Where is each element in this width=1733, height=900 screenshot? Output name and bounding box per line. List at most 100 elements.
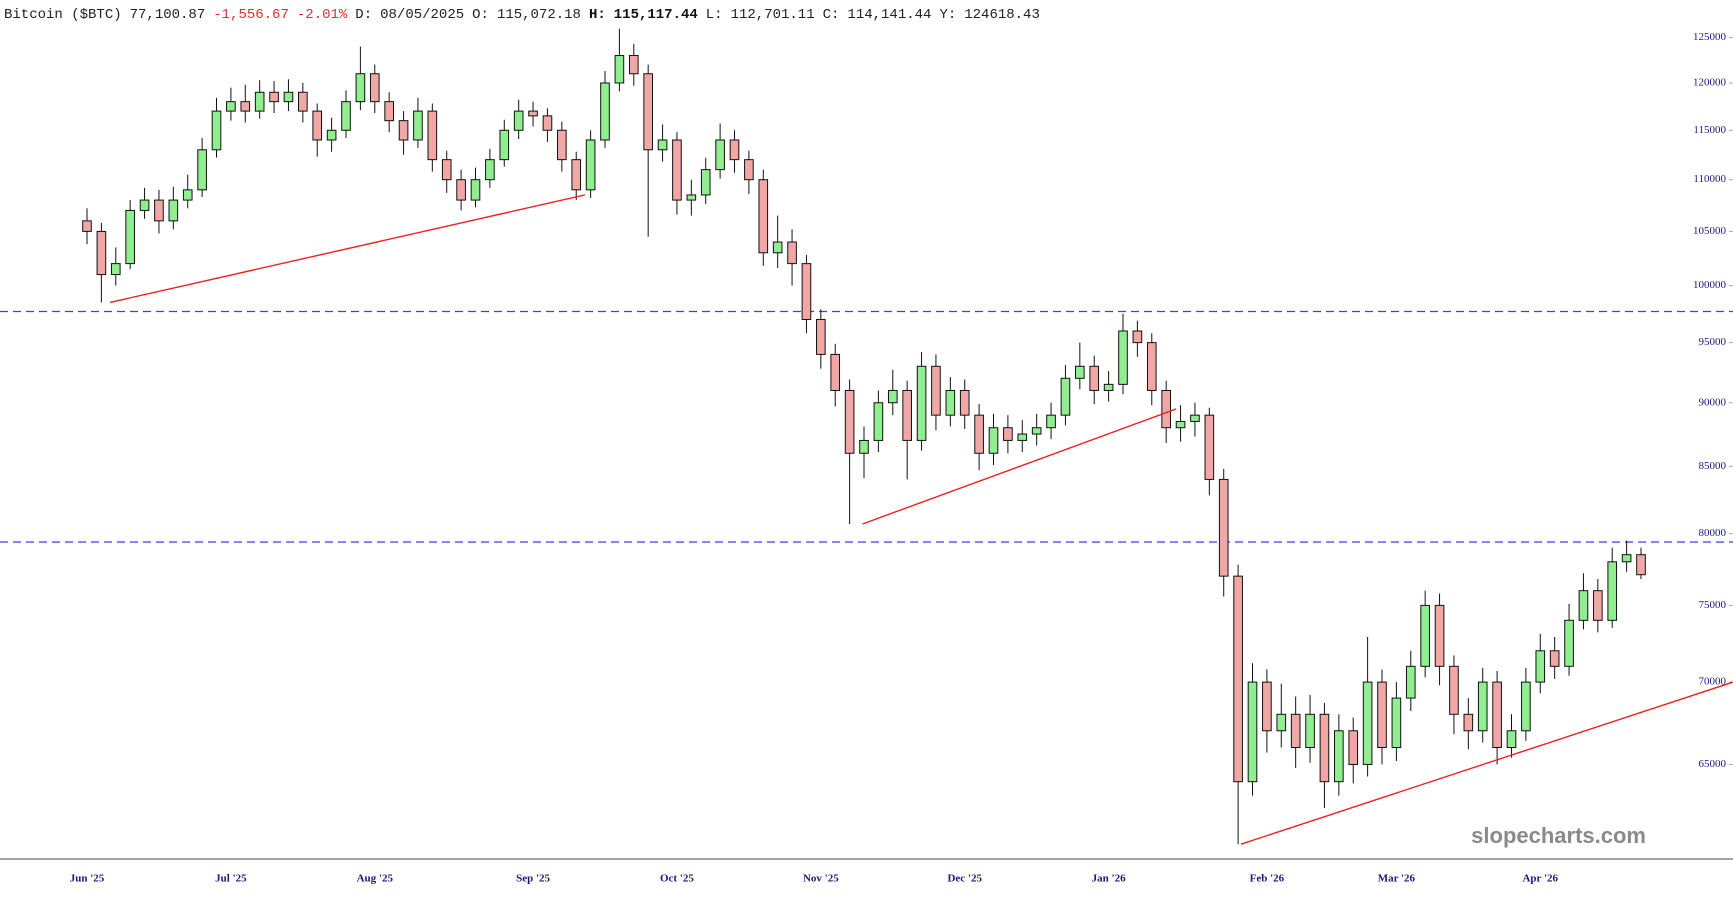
candle-body — [557, 129, 567, 161]
candle-body — [1218, 478, 1229, 577]
candle-body — [787, 241, 797, 265]
candle-body — [772, 241, 783, 254]
header-item: 77,100.87 — [130, 7, 206, 23]
header-item: 124618.43 — [964, 7, 1040, 23]
candle-body — [1535, 650, 1546, 683]
y-tick-label: 70000 — [1699, 676, 1727, 688]
x-tick-label: Nov '25 — [803, 873, 839, 885]
candle-body — [902, 389, 912, 441]
candle-body — [1319, 713, 1330, 783]
candle-body — [528, 110, 538, 117]
candle-body — [873, 402, 884, 441]
candle-body — [1290, 713, 1301, 748]
candle-body — [672, 139, 682, 201]
candle-body — [1593, 590, 1603, 621]
candle-body — [1089, 365, 1100, 391]
candle-body — [398, 120, 409, 141]
candle-body — [1463, 713, 1474, 732]
candle-body — [441, 159, 452, 181]
y-tick-label: 100000 — [1693, 279, 1727, 291]
trend-line — [109, 194, 586, 304]
candle-body — [427, 110, 438, 161]
candle-body — [1477, 681, 1488, 732]
trend-line — [862, 408, 1177, 525]
candle-body — [456, 179, 466, 201]
x-tick-label: Sep '25 — [516, 873, 550, 885]
candle-body — [369, 73, 380, 103]
candle-body — [959, 389, 970, 416]
candle-body — [859, 439, 869, 454]
candle-body — [744, 159, 754, 181]
header-item: 112,701.11 — [731, 7, 815, 23]
candle-body — [585, 139, 596, 191]
y-tick-label: 90000 — [1699, 396, 1727, 408]
candle-body — [945, 389, 956, 416]
y-tick-label: 105000 — [1693, 225, 1727, 237]
candle-body — [485, 159, 495, 181]
candle-body — [1276, 713, 1287, 732]
candle-body — [1118, 330, 1128, 385]
candle-body — [729, 139, 740, 161]
candle-body — [283, 91, 294, 103]
candle-body — [470, 179, 481, 201]
candle-body — [1247, 681, 1258, 783]
candle-body — [1305, 713, 1315, 748]
candle-body — [1636, 554, 1646, 576]
candle-body — [1003, 427, 1013, 441]
candle-body — [1506, 730, 1517, 748]
candle-body — [844, 389, 855, 454]
candle-body — [499, 129, 510, 161]
candle-body — [1362, 681, 1373, 765]
header-item: H: — [589, 7, 606, 23]
candle-body — [1190, 414, 1200, 422]
watermark: slopecharts.com — [1471, 823, 1646, 848]
candle-body — [1103, 383, 1114, 391]
candle-body — [830, 353, 841, 391]
header-item: -1,556.67 — [213, 7, 289, 23]
trend-line — [1240, 681, 1733, 845]
candle-body — [1204, 414, 1215, 480]
candle-body — [1621, 554, 1632, 563]
header-item: C: — [823, 7, 840, 23]
x-tick-label: Aug '25 — [357, 873, 394, 885]
candle-body — [628, 55, 639, 75]
x-tick-label: Apr '26 — [1522, 873, 1558, 885]
header-item: O: — [472, 7, 489, 23]
candle-body — [916, 365, 927, 441]
candle-body — [1262, 681, 1272, 732]
header-item: 08/05/2025 — [380, 7, 464, 23]
candle-body — [816, 318, 826, 355]
candle-body — [513, 110, 524, 131]
x-tick-label: Oct '25 — [660, 873, 694, 885]
x-tick-label: Dec '25 — [947, 873, 982, 885]
candle-body — [1146, 342, 1157, 391]
candle-body — [110, 263, 121, 276]
candle-body — [125, 209, 135, 265]
candle-body — [657, 139, 668, 151]
candle-body — [1075, 365, 1085, 379]
candle-body — [758, 179, 769, 254]
candle-body — [139, 199, 150, 211]
x-tick-label: Mar '26 — [1378, 873, 1416, 885]
candle-body — [887, 389, 898, 404]
header-item: -2.01% — [297, 7, 348, 23]
candle-body — [542, 115, 553, 131]
candle-body — [1405, 665, 1416, 699]
candle-body — [326, 129, 337, 141]
candle-body — [154, 199, 164, 222]
candle-body — [1434, 604, 1445, 667]
header-item: Y: — [939, 7, 956, 23]
y-tick-label: 75000 — [1699, 599, 1727, 611]
candle-body — [643, 73, 653, 151]
candle-body — [1377, 681, 1387, 748]
x-tick-label: Jan '26 — [1092, 873, 1126, 885]
candle-body — [1391, 697, 1402, 748]
header: Bitcoin ($BTC) 77,100.87 -1,556.67 -2.01% D:… — [4, 7, 1040, 23]
candle-body — [1334, 730, 1344, 783]
candle-body — [312, 110, 323, 141]
candle-body — [298, 91, 308, 112]
candle-body — [571, 159, 582, 191]
candle-body — [413, 110, 423, 141]
header-item: 115,117.44 — [614, 7, 698, 23]
candle-body — [211, 110, 222, 151]
